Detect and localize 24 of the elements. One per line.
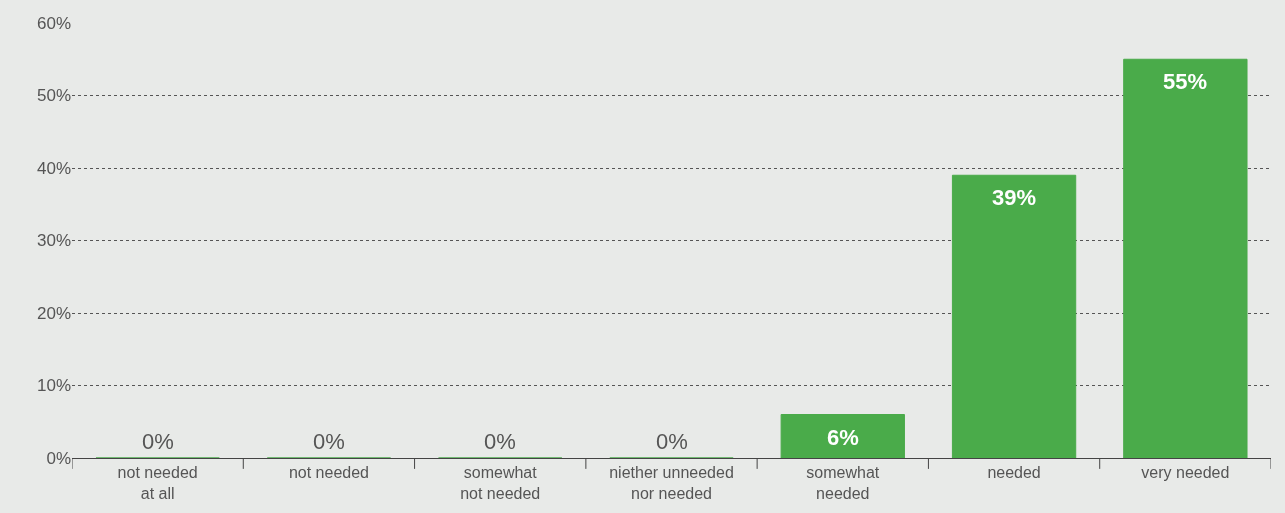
x-tick-label: very needed [1141,464,1230,482]
y-tick-label: 50% [36,86,71,106]
x-tick-label: not needed [288,464,369,482]
y-tick-label: 60% [36,13,71,33]
y-tick-label: 10% [36,376,71,396]
bar [780,414,905,458]
x-tick-label: needed [987,464,1041,482]
data-label: 55% [1163,69,1208,94]
bar [1123,58,1248,458]
x-tick-label: somewhat needed [806,464,880,502]
bar [951,174,1077,458]
x-tick-label: somewhat not needed [460,464,541,502]
data-label: 6% [827,425,859,450]
y-tick-label: 40% [36,158,71,178]
y-tick-label: 0% [46,448,71,468]
x-tick-label: not needed at all [117,464,198,502]
y-tick-label: 30% [36,231,71,251]
data-label: 0% [656,429,688,454]
x-tick-label: niether unneeded nor needed [609,464,734,502]
data-label: 39% [992,185,1037,210]
y-tick-label: 20% [36,303,71,323]
data-label: 0% [142,429,174,454]
data-label: 0% [484,429,516,454]
data-label: 0% [313,429,345,454]
